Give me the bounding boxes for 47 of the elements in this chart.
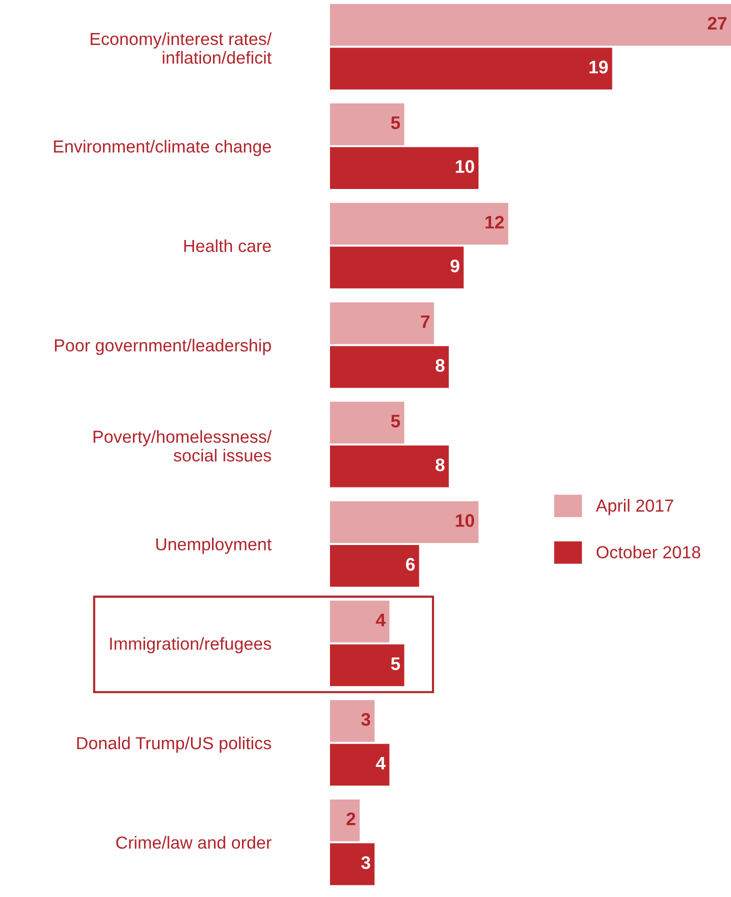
bar <box>330 501 479 543</box>
data-label: 7 <box>420 315 430 328</box>
data-label: 4 <box>376 756 386 770</box>
bar <box>330 147 479 189</box>
bar <box>330 544 420 587</box>
y-tick-label: Poor government/leadership <box>55 338 271 355</box>
bar <box>330 48 612 90</box>
bar <box>330 402 404 444</box>
data-label: 6 <box>406 558 415 571</box>
data-label: 9 <box>450 260 460 272</box>
data-label: 10 <box>456 160 474 173</box>
legend-label: October 2018 <box>596 546 700 558</box>
data-label: 5 <box>391 658 400 670</box>
legend-label: April 2017 <box>596 499 674 516</box>
data-label: 10 <box>456 514 474 527</box>
data-label: 3 <box>361 713 370 726</box>
data-label: 12 <box>486 216 504 228</box>
data-label: 27 <box>708 16 726 30</box>
y-tick-label: Immigration/refugees <box>110 637 272 654</box>
data-label: 19 <box>590 60 608 74</box>
y-tick-label: Unemployment <box>156 538 272 554</box>
bar <box>330 346 449 388</box>
bar <box>330 843 375 886</box>
bar <box>330 600 390 642</box>
data-label: 5 <box>391 116 400 130</box>
bar <box>330 446 449 488</box>
data-label: 3 <box>361 856 370 870</box>
bar <box>330 700 375 742</box>
bar <box>330 103 404 146</box>
y-tick-label: Economy/interest rates/ inflation/deficit <box>90 32 272 64</box>
bar <box>330 4 731 46</box>
bar <box>330 246 464 288</box>
y-tick-label: Crime/law and order <box>116 836 272 849</box>
data-label: 2 <box>346 812 356 826</box>
bar <box>330 744 390 786</box>
data-label: 8 <box>436 359 445 372</box>
bar <box>330 302 434 344</box>
data-label: 5 <box>391 414 400 428</box>
y-tick-label: Health care <box>184 239 271 252</box>
bar <box>330 202 508 245</box>
data-label: 4 <box>376 614 386 626</box>
bar <box>330 800 360 842</box>
data-label: 8 <box>436 458 445 472</box>
y-tick-label: Donald Trump/US politics <box>77 736 272 753</box>
y-tick-label: Environment/climate change <box>54 140 271 156</box>
bar <box>330 644 404 686</box>
y-tick-label: Poverty/homelessness/ social issues <box>94 430 272 462</box>
